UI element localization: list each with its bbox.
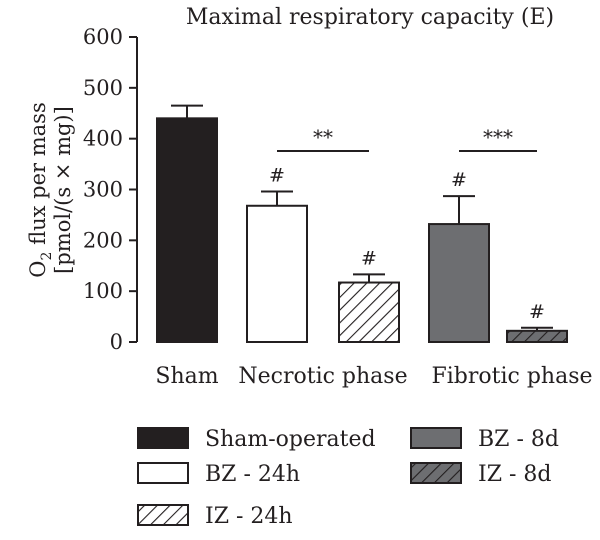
bar-1 — [156, 117, 218, 344]
x-category-label: Necrotic phase — [238, 364, 407, 389]
legend-label-5: IZ - 24h — [205, 504, 293, 529]
significance-mark-5: # — [529, 301, 545, 323]
y-tick-label: 200 — [83, 228, 123, 252]
y-axis: 0 100 200 300 400 500 600 — [83, 25, 138, 354]
bar-5 — [506, 329, 568, 344]
legend-label-3: BZ - 24h — [205, 462, 300, 487]
bar-4 — [428, 223, 490, 343]
legend-swatch-5 — [137, 504, 189, 526]
x-category-label: Fibrotic phase — [431, 364, 592, 389]
legend-swatch-4 — [410, 462, 462, 484]
legend-swatch-3 — [137, 462, 189, 484]
annotations: ####** *** — [269, 125, 545, 323]
significance-label-2: *** — [483, 125, 513, 149]
y-axis-label-sub: 2 — [39, 252, 55, 261]
chart-title: Maximal respiratory capacity (E) — [186, 5, 554, 30]
legend-swatch-1 — [137, 427, 189, 449]
significance-label-1: ** — [313, 125, 333, 149]
bars — [156, 104, 568, 344]
y-tick-label: 0 — [110, 330, 123, 354]
x-category-label: Sham — [155, 364, 218, 389]
y-axis-label-o: O — [26, 261, 50, 278]
significance-mark-2: # — [269, 165, 285, 187]
bar-3 — [338, 281, 400, 343]
legend-label-1: Sham-operated — [205, 427, 376, 452]
x-axis-labels: Sham Necrotic phase Fibrotic phase — [155, 364, 592, 389]
y-tick-label: 500 — [83, 76, 123, 100]
legend-swatch-2 — [410, 427, 462, 449]
y-tick-label: 400 — [83, 127, 123, 151]
y-tick-label: 600 — [83, 25, 123, 49]
y-tick-label: 100 — [83, 279, 123, 303]
significance-mark-4: # — [451, 169, 467, 191]
svg-text:O2 flux per mass: O2 flux per mass — [26, 102, 55, 277]
significance-mark-3: # — [361, 247, 377, 269]
y-axis-label-rest: flux per mass — [26, 102, 50, 251]
bar-2 — [246, 204, 308, 343]
y-tick-label: 300 — [83, 178, 123, 202]
legend-label-2: BZ - 8d — [478, 427, 559, 452]
y-axis-label: O2 flux per mass [pmol/(s × mg)] — [26, 102, 75, 277]
legend: Sham-operated BZ - 8d BZ - 24h IZ - 8d IZ - … — [137, 427, 559, 529]
y-axis-label-line2: [pmol/(s × mg)] — [51, 106, 75, 274]
legend-label-4: IZ - 8d — [478, 462, 551, 487]
